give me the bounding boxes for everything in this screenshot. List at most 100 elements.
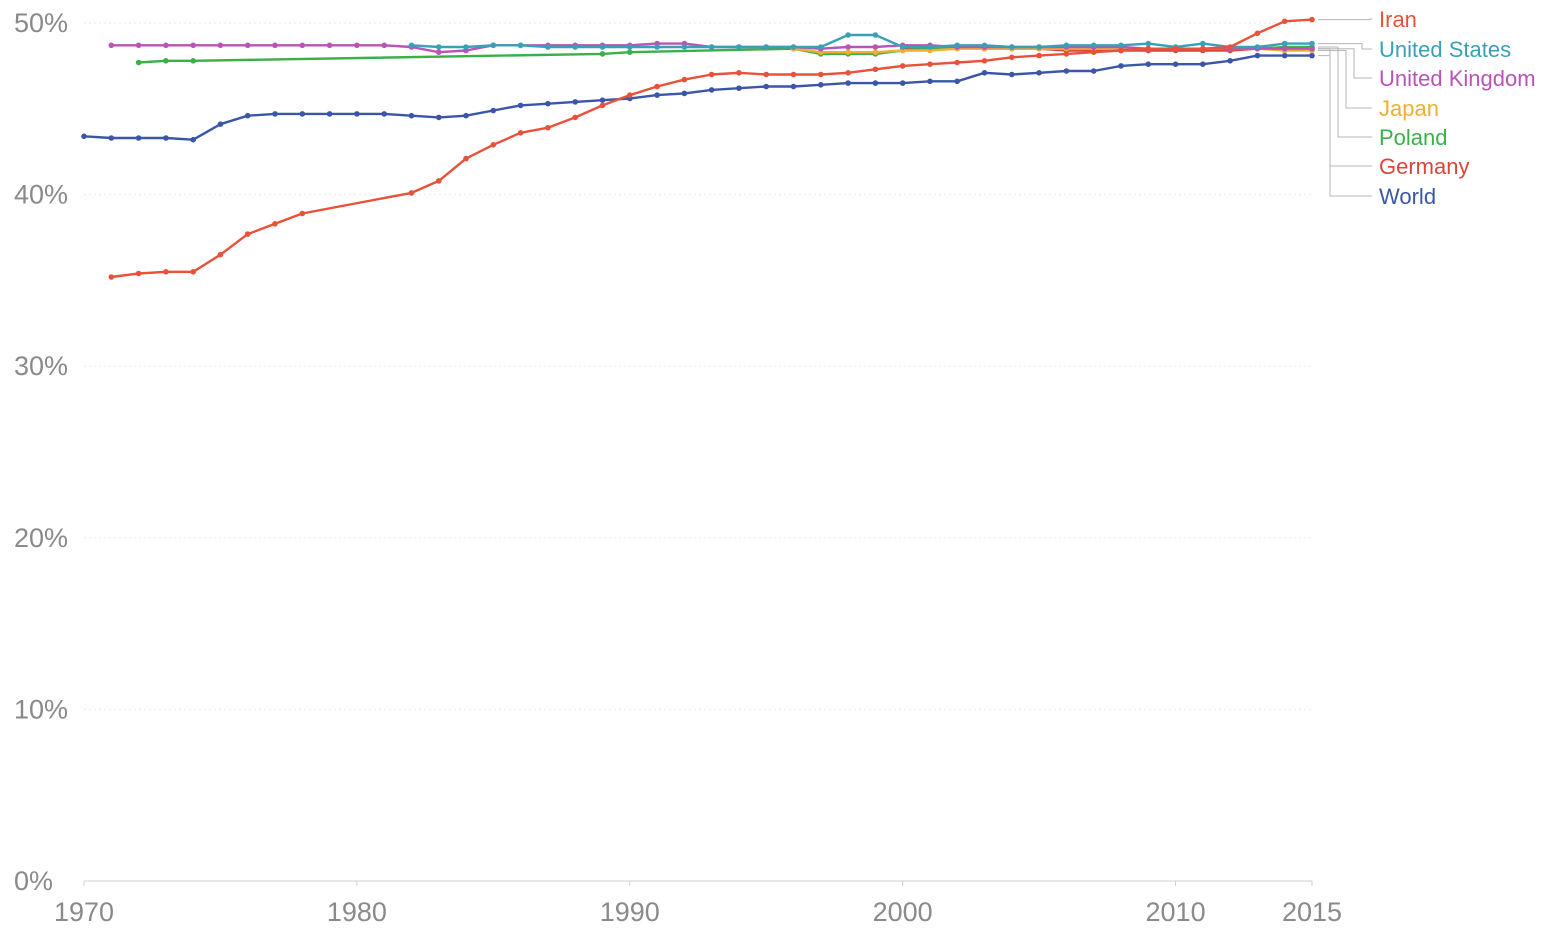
data-point xyxy=(326,111,333,117)
data-point xyxy=(681,76,688,83)
data-point xyxy=(490,107,497,114)
data-point xyxy=(1063,68,1070,74)
data-point xyxy=(1009,44,1015,50)
data-point xyxy=(763,71,769,78)
data-point xyxy=(818,82,824,88)
data-point xyxy=(1200,61,1206,67)
data-point xyxy=(845,49,851,55)
data-point xyxy=(872,49,879,55)
series-line xyxy=(411,33,1312,49)
data-point xyxy=(190,58,196,64)
data-point xyxy=(654,44,660,50)
data-point xyxy=(981,42,988,49)
data-point xyxy=(681,90,688,97)
data-point xyxy=(1063,42,1070,49)
legend-label: United States xyxy=(1379,37,1511,62)
data-point xyxy=(436,114,442,121)
leader-line xyxy=(1318,48,1372,79)
leader-line xyxy=(1318,50,1372,109)
data-point xyxy=(108,274,115,280)
legend-label: World xyxy=(1379,184,1436,209)
data-point xyxy=(163,42,169,49)
data-point xyxy=(763,44,769,50)
data-point xyxy=(1036,44,1042,50)
data-point xyxy=(1281,18,1288,25)
series-world xyxy=(81,52,1315,143)
series-lines xyxy=(81,16,1315,280)
data-point xyxy=(1145,45,1152,52)
data-point xyxy=(845,44,851,50)
data-point xyxy=(408,42,415,49)
data-point xyxy=(436,49,442,55)
data-point xyxy=(763,83,769,90)
series-united-states xyxy=(408,32,1315,50)
data-point xyxy=(872,80,879,86)
data-point xyxy=(517,42,524,49)
data-point xyxy=(217,251,224,258)
data-point xyxy=(272,42,278,49)
y-tick-label: 10% xyxy=(14,694,68,724)
data-point xyxy=(408,112,415,119)
data-point xyxy=(1145,40,1152,47)
data-point xyxy=(627,92,633,98)
data-point xyxy=(190,42,196,49)
legend-entry: Japan xyxy=(1318,50,1439,121)
data-point xyxy=(135,270,142,277)
x-tick-label: 2015 xyxy=(1282,897,1342,926)
data-point xyxy=(463,155,469,162)
data-point xyxy=(272,111,278,117)
data-point xyxy=(1254,52,1261,59)
data-point xyxy=(354,111,360,117)
data-point xyxy=(708,44,715,50)
gridlines xyxy=(84,22,1312,710)
data-point xyxy=(1227,44,1233,50)
data-point xyxy=(572,114,578,121)
leader-line xyxy=(1318,46,1372,138)
legend-entry: United States xyxy=(1318,37,1511,62)
data-point xyxy=(1090,49,1097,55)
data-point xyxy=(244,42,251,49)
y-tick-label: 30% xyxy=(14,351,68,381)
data-point xyxy=(190,269,196,275)
data-point xyxy=(272,221,278,227)
data-point xyxy=(1281,45,1288,52)
legend-entry: Iran xyxy=(1318,7,1417,32)
data-point xyxy=(217,42,224,49)
data-point xyxy=(545,44,551,50)
data-point xyxy=(299,42,306,49)
data-point xyxy=(135,135,142,141)
data-point xyxy=(599,44,606,50)
y-tick-label: 0% xyxy=(14,866,53,896)
legend-entry: United Kingdom xyxy=(1318,48,1536,91)
data-point xyxy=(927,78,933,85)
data-point xyxy=(708,87,715,93)
leader-line xyxy=(1318,48,1372,167)
data-point xyxy=(490,142,497,148)
legend-entry: Poland xyxy=(1318,46,1448,150)
data-point xyxy=(354,42,360,49)
data-point xyxy=(299,210,306,217)
data-point xyxy=(463,44,469,50)
leader-line xyxy=(1318,18,1372,21)
data-point xyxy=(1281,40,1288,47)
data-point xyxy=(790,83,797,90)
line-end-labels: Iran United States United Kingdom Japan Pola… xyxy=(1318,7,1536,209)
axes: 0% 10% 20% 30% 40% 50% 1970 1980 1990 2000 2010 201… xyxy=(14,8,1342,927)
series-line xyxy=(83,54,1312,141)
data-point xyxy=(1309,40,1315,47)
legend-label: Japan xyxy=(1379,96,1439,121)
x-tick-label: 1990 xyxy=(600,897,660,926)
data-point xyxy=(135,59,142,66)
x-tick-label: 2000 xyxy=(873,897,933,926)
x-tick-label: 1980 xyxy=(327,897,387,926)
data-point xyxy=(899,44,906,50)
data-point xyxy=(408,190,415,196)
leader-line xyxy=(1318,43,1372,50)
data-point xyxy=(108,135,115,141)
y-tick-label: 50% xyxy=(14,8,68,38)
data-point xyxy=(1309,45,1315,52)
data-point xyxy=(244,231,251,237)
data-point xyxy=(490,42,497,49)
series-line xyxy=(111,18,1313,279)
